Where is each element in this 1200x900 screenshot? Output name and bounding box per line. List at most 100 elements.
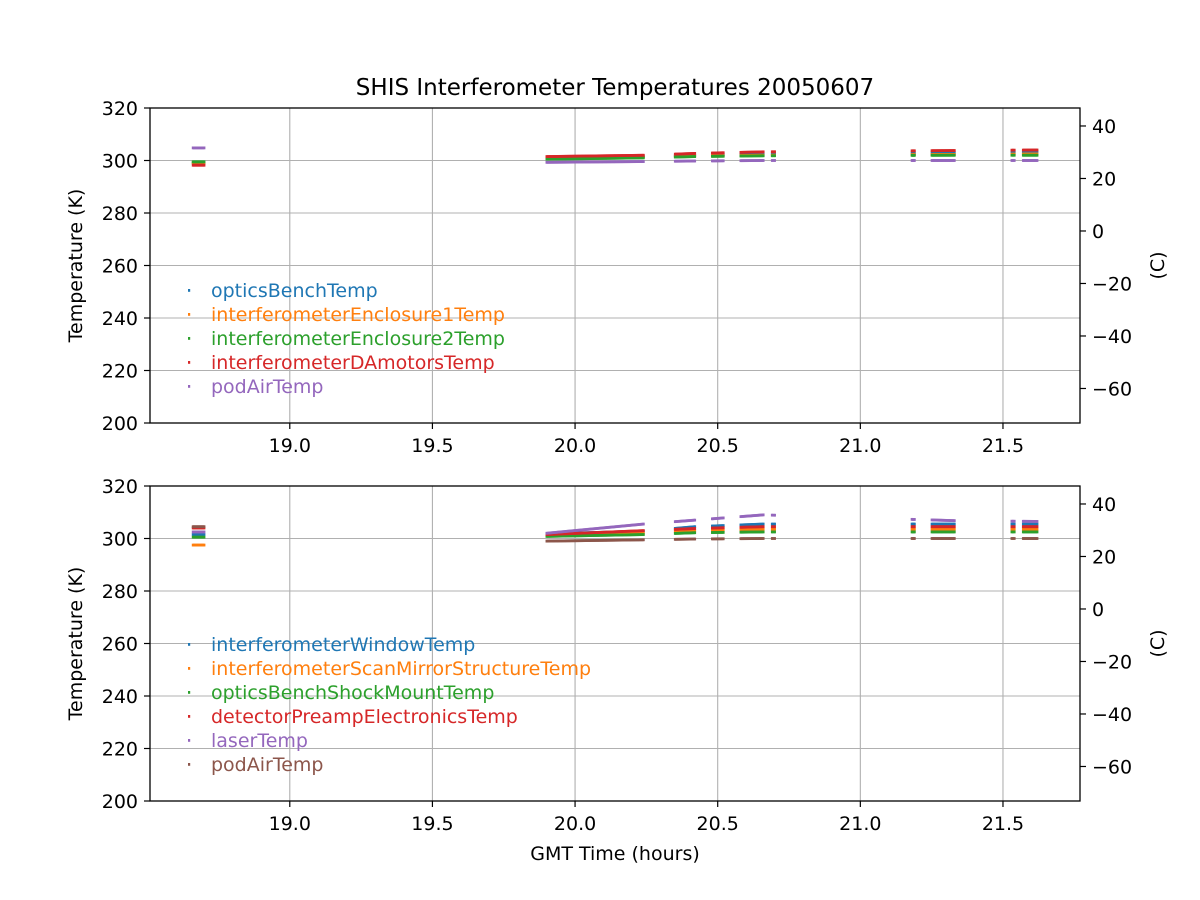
- data-point: [930, 149, 933, 153]
- data-point: [596, 154, 600, 158]
- data-point: [642, 529, 645, 533]
- data-point: [552, 155, 555, 158]
- x-axis: 19.0 19.5 20.0 20.5 21.0 21.5: [269, 423, 1024, 457]
- data-point: [621, 156, 625, 160]
- data-point: [944, 537, 947, 540]
- data-point: [202, 533, 205, 536]
- data-point: [693, 529, 697, 533]
- data-point: [713, 159, 716, 163]
- data-point: [720, 154, 723, 158]
- data-point: [588, 160, 592, 164]
- data-point: [600, 526, 603, 530]
- data-point: [942, 527, 945, 531]
- data-point: [756, 159, 759, 162]
- legend-label: interferometerScanMirrorStructureTemp: [211, 658, 591, 680]
- data-point: [752, 525, 755, 529]
- data-point: [574, 534, 577, 538]
- data-point: [693, 152, 697, 155]
- legend-label: interferometerEnclosure2Temp: [211, 328, 505, 350]
- series-podAirTemp: [191, 146, 1039, 164]
- data-point: [610, 538, 613, 542]
- data-point: [586, 534, 589, 538]
- data-point: [749, 514, 752, 518]
- data-point: [717, 528, 721, 532]
- data-point: [953, 149, 956, 152]
- data-point: [578, 539, 581, 543]
- data-point: [555, 157, 559, 161]
- data-point: [567, 534, 570, 538]
- data-point: [762, 522, 765, 526]
- data-point: [594, 157, 597, 160]
- data-point: [561, 154, 564, 158]
- data-point: [683, 159, 687, 163]
- data-point: [952, 537, 955, 540]
- data-point: [713, 524, 716, 528]
- data-point: [673, 537, 677, 541]
- data-point: [739, 530, 742, 534]
- data-point: [610, 525, 613, 529]
- data-point: [946, 151, 949, 155]
- y-tick-label: 240: [102, 686, 138, 708]
- data-point: [592, 531, 595, 535]
- data-point: [200, 525, 204, 529]
- data-point: [612, 525, 616, 529]
- data-point: [569, 160, 572, 164]
- data-point: [629, 538, 633, 542]
- data-point: [683, 529, 687, 533]
- data-point: [950, 153, 953, 157]
- data-point: [623, 160, 626, 164]
- data-point: [640, 533, 643, 537]
- data-point: [628, 154, 632, 157]
- data-point: [934, 522, 937, 526]
- data-point: [637, 160, 641, 163]
- data-point: [202, 535, 205, 539]
- data-point: [717, 154, 721, 158]
- legend-item: opticsBenchTemp: [188, 280, 378, 302]
- data-point: [595, 160, 598, 164]
- data-point: [938, 151, 941, 155]
- data-point: [677, 152, 680, 156]
- data-point: [567, 532, 570, 536]
- chart-title: SHIS Interferometer Temperatures 2005060…: [356, 75, 874, 101]
- data-point: [773, 525, 776, 529]
- data-point: [770, 537, 774, 540]
- data-point: [615, 533, 618, 537]
- data-point: [602, 160, 605, 164]
- data-point: [552, 531, 555, 535]
- data-point: [548, 533, 552, 536]
- data-point: [673, 152, 677, 156]
- data-point: [1036, 148, 1039, 152]
- data-point: [572, 154, 576, 158]
- data-point: [740, 159, 743, 163]
- data-point: [202, 525, 205, 529]
- data-point: [710, 151, 714, 155]
- data-point: [577, 534, 580, 538]
- x-tick-label: 19.0: [269, 813, 311, 835]
- data-point: [585, 154, 588, 158]
- data-point: [628, 160, 632, 164]
- y-right-tick-label: −20: [1092, 651, 1132, 673]
- data-point: [913, 149, 916, 153]
- data-point: [746, 150, 749, 154]
- data-point: [935, 153, 938, 157]
- data-point: [675, 152, 678, 156]
- legend-marker: [188, 691, 191, 694]
- data-point: [762, 530, 765, 534]
- data-point: [685, 159, 688, 163]
- data-point: [680, 152, 683, 156]
- data-point: [755, 514, 758, 517]
- data-point: [556, 160, 560, 164]
- data-point: [748, 528, 751, 531]
- data-point: [577, 539, 580, 543]
- data-point: [940, 149, 944, 153]
- data-point: [937, 149, 940, 153]
- data-point: [1013, 530, 1016, 534]
- data-point: [618, 154, 621, 157]
- data-point: [747, 530, 750, 534]
- data-point: [615, 154, 618, 158]
- data-point: [568, 157, 571, 161]
- data-point: [603, 160, 606, 164]
- series-interferometerEnclosure2Temp: [191, 153, 1039, 164]
- data-point: [195, 535, 198, 539]
- data-point: [610, 160, 613, 164]
